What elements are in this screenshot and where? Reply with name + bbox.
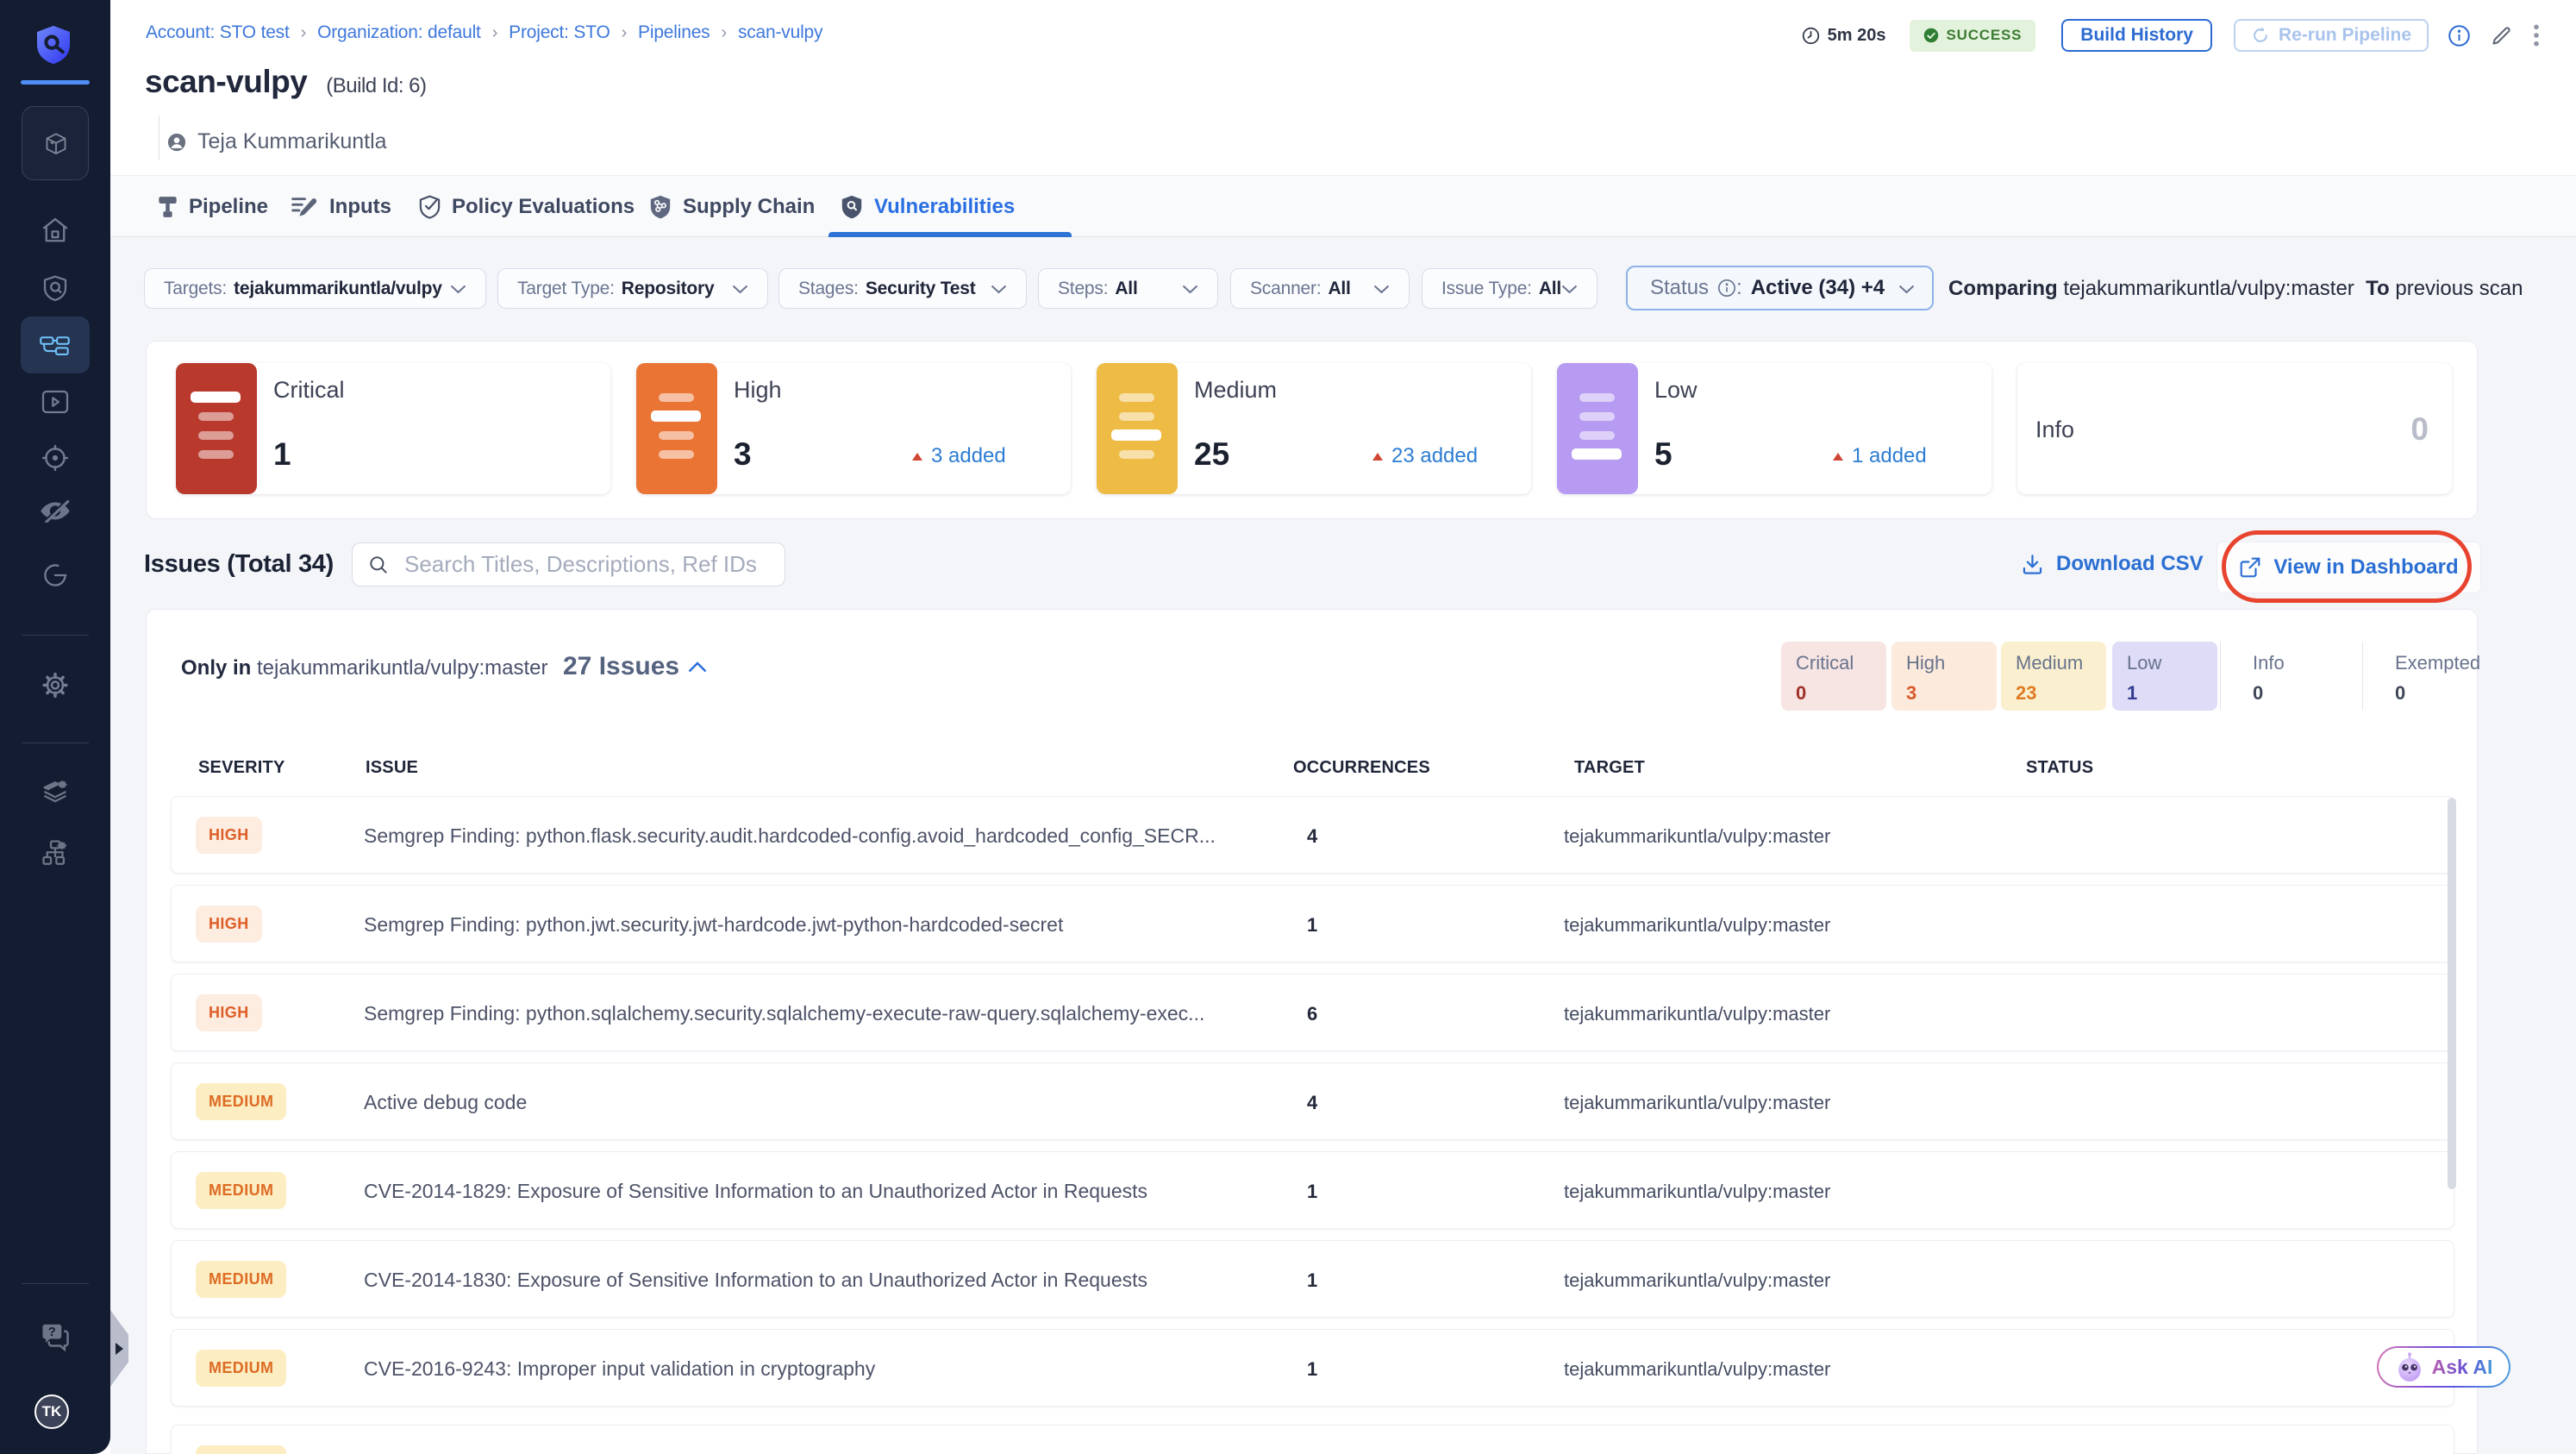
- svg-text:?: ?: [48, 1326, 56, 1339]
